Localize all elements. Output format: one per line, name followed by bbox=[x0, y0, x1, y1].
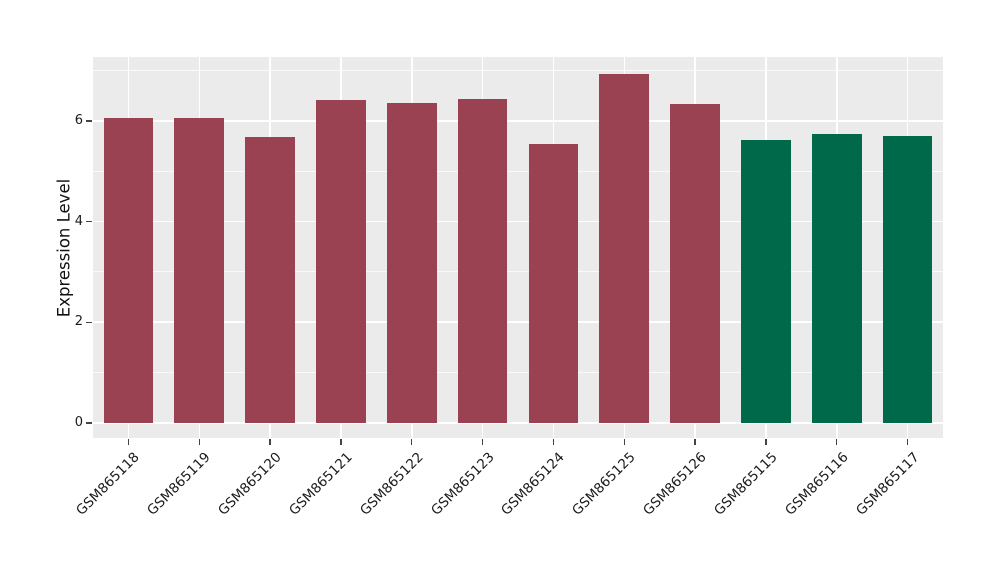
x-tick-mark bbox=[552, 439, 555, 445]
y-tick-mark bbox=[86, 120, 92, 122]
x-tick-mark bbox=[411, 439, 413, 445]
y-axis-title: Expression Level bbox=[54, 178, 74, 318]
x-tick-label: GSM865119 bbox=[144, 449, 214, 519]
gridline-y-major bbox=[93, 220, 943, 223]
bar bbox=[811, 134, 862, 423]
gridline-y-minor bbox=[93, 271, 943, 273]
bar bbox=[386, 103, 437, 423]
x-tick-label: GSM865121 bbox=[286, 449, 356, 519]
gridline-y-major bbox=[93, 422, 943, 424]
x-tick-mark bbox=[623, 439, 625, 445]
x-tick-label: GSM865125 bbox=[569, 449, 639, 519]
y-tick-label: 4 bbox=[74, 213, 83, 229]
gridline-y-minor bbox=[93, 70, 943, 72]
gridline-y-major bbox=[93, 321, 943, 323]
x-tick-label: GSM865126 bbox=[640, 449, 710, 519]
bar bbox=[741, 140, 791, 423]
x-tick-label: GSM865116 bbox=[781, 449, 852, 519]
x-tick-mark bbox=[836, 439, 838, 445]
bar bbox=[882, 135, 933, 423]
x-tick-label: GSM865122 bbox=[356, 449, 427, 519]
x-tick-label: GSM865118 bbox=[73, 449, 144, 519]
y-tick-mark bbox=[86, 321, 92, 323]
gridline-y-minor bbox=[93, 170, 943, 172]
y-tick-label: 6 bbox=[74, 112, 83, 128]
x-tick-label: GSM865115 bbox=[711, 449, 781, 519]
bar bbox=[457, 98, 508, 423]
x-tick-label: GSM865123 bbox=[427, 449, 498, 519]
gridline-y-minor bbox=[93, 372, 943, 374]
bar bbox=[670, 104, 720, 423]
x-tick-mark bbox=[694, 439, 696, 445]
y-tick-mark bbox=[86, 220, 92, 223]
x-tick-label: GSM865117 bbox=[852, 449, 923, 519]
y-tick-mark bbox=[86, 422, 92, 424]
x-tick-mark bbox=[127, 439, 130, 445]
x-tick-mark bbox=[340, 439, 342, 445]
x-tick-label: GSM865124 bbox=[498, 449, 569, 519]
x-tick-mark bbox=[906, 439, 909, 445]
bar bbox=[599, 74, 650, 423]
bar bbox=[245, 136, 295, 423]
plot-panel bbox=[93, 57, 943, 438]
x-tick-label: GSM865120 bbox=[215, 449, 285, 519]
y-tick-label: 0 bbox=[74, 414, 83, 430]
bar bbox=[174, 118, 225, 423]
x-tick-mark bbox=[269, 439, 271, 445]
bar bbox=[528, 143, 579, 423]
x-tick-mark bbox=[198, 439, 200, 445]
x-tick-mark bbox=[481, 439, 484, 445]
bar bbox=[103, 118, 154, 423]
bar bbox=[316, 99, 366, 423]
gridline-y-major bbox=[93, 120, 943, 122]
y-tick-label: 2 bbox=[74, 314, 83, 330]
x-tick-mark bbox=[765, 439, 767, 445]
